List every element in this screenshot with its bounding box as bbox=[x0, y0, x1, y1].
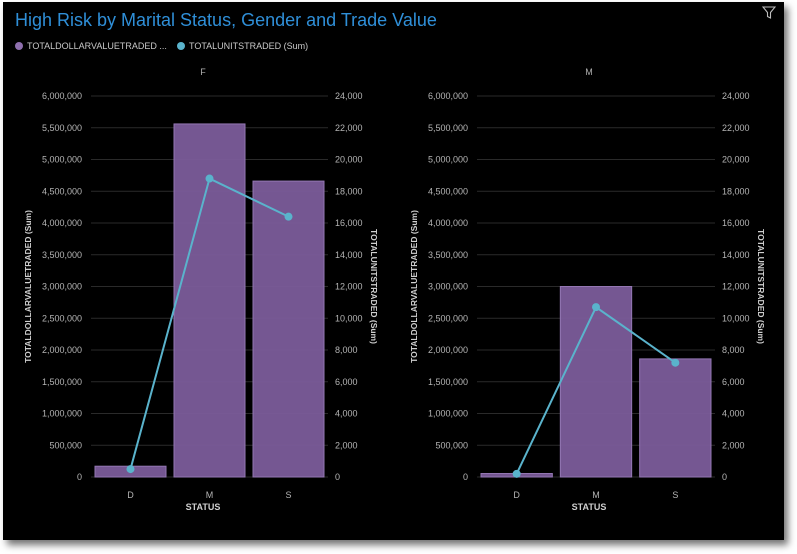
line-point-m-m bbox=[592, 303, 600, 312]
y2-tick-label: 4,000 bbox=[335, 409, 358, 419]
bar-m-s bbox=[639, 358, 712, 478]
y2-tick-label: 14,000 bbox=[335, 250, 363, 260]
y-axis-label: TOTALDOLLARVALUETRADED (Sum) bbox=[409, 210, 419, 363]
line-point-m-d bbox=[512, 469, 521, 478]
y2-tick-label: 0 bbox=[335, 472, 340, 482]
y2-tick-label: 12,000 bbox=[722, 282, 750, 292]
chart-title: High Risk by Marital Status, Gender and … bbox=[15, 10, 437, 30]
y-axis-label: TOTALDOLLARVALUETRADED (Sum) bbox=[23, 210, 33, 363]
y2-tick-label: 8,000 bbox=[722, 345, 745, 355]
filter-icon[interactable] bbox=[762, 6, 776, 20]
y-tick-label: 2,000,000 bbox=[42, 345, 82, 355]
y2-tick-label: 24,000 bbox=[335, 91, 363, 101]
panel-label-f: F bbox=[200, 67, 206, 77]
panel-label-m: M bbox=[585, 67, 593, 77]
x-tick-label: S bbox=[285, 490, 291, 500]
y2-tick-label: 2,000 bbox=[335, 440, 358, 450]
chart-canvas: F 0 0 500,000 2,000 1,000,000 4,000 1,500,000 6,… bbox=[23, 67, 766, 512]
y2-tick-label: 22,000 bbox=[335, 123, 363, 133]
y-tick-label: 1,500,000 bbox=[428, 377, 468, 387]
y2-tick-label: 6,000 bbox=[335, 377, 358, 387]
y2-tick-label: 16,000 bbox=[335, 218, 363, 228]
y2-tick-label: 10,000 bbox=[722, 313, 750, 323]
y-tick-label: 3,500,000 bbox=[42, 250, 82, 260]
y-tick-label: 3,500,000 bbox=[428, 250, 468, 260]
y2-tick-label: 20,000 bbox=[722, 155, 750, 165]
y2-tick-label: 18,000 bbox=[722, 186, 750, 196]
y-tick-label: 2,500,000 bbox=[428, 313, 468, 323]
y-tick-label: 4,500,000 bbox=[428, 186, 468, 196]
x-tick-label: S bbox=[672, 490, 678, 500]
y-tick-label: 0 bbox=[463, 472, 468, 482]
y-tick-label: 500,000 bbox=[49, 440, 82, 450]
y2-tick-label: 12,000 bbox=[335, 282, 363, 292]
y2-tick-label: 10,000 bbox=[335, 313, 363, 323]
x-axis-label: STATUS bbox=[186, 502, 221, 512]
line-point-f-s bbox=[284, 212, 293, 221]
x-tick-label: D bbox=[513, 490, 520, 500]
y2-tick-label: 0 bbox=[722, 472, 727, 482]
bar-f-s bbox=[252, 180, 325, 478]
legend-label-line: TOTALUNITSTRADED (Sum) bbox=[189, 41, 309, 51]
legend-label-bar: TOTALDOLLARVALUETRADED ... bbox=[27, 41, 167, 51]
y2-tick-label: 24,000 bbox=[722, 91, 750, 101]
y-tick-label: 4,000,000 bbox=[42, 218, 82, 228]
y-tick-label: 5,000,000 bbox=[428, 155, 468, 165]
y2-tick-label: 22,000 bbox=[722, 123, 750, 133]
y2-tick-label: 6,000 bbox=[722, 377, 745, 387]
y-tick-label: 5,500,000 bbox=[428, 123, 468, 133]
y-tick-label: 2,500,000 bbox=[42, 313, 82, 323]
bar-m-m bbox=[559, 286, 633, 478]
y-tick-label: 1,500,000 bbox=[42, 377, 82, 387]
y-tick-label: 6,000,000 bbox=[42, 91, 82, 101]
y-tick-label: 3,000,000 bbox=[428, 282, 468, 292]
y-tick-label: 4,000,000 bbox=[428, 218, 468, 228]
y-tick-label: 2,000,000 bbox=[428, 345, 468, 355]
chart-frame: High Risk by Marital Status, Gender and … bbox=[3, 2, 784, 540]
y-tick-label: 1,000,000 bbox=[42, 409, 82, 419]
y-tick-label: 1,000,000 bbox=[428, 409, 468, 419]
y2-tick-label: 8,000 bbox=[335, 345, 358, 355]
y2-tick-label: 14,000 bbox=[722, 250, 750, 260]
bar-f-m bbox=[173, 123, 246, 478]
legend-swatch-bar bbox=[15, 42, 23, 50]
y-tick-label: 6,000,000 bbox=[428, 91, 468, 101]
line-point-f-m bbox=[205, 174, 214, 183]
x-tick-label: M bbox=[592, 490, 600, 500]
y-tick-label: 5,000,000 bbox=[42, 155, 82, 165]
y-tick-label: 500,000 bbox=[435, 440, 468, 450]
legend-item-bar[interactable]: TOTALDOLLARVALUETRADED ... bbox=[15, 41, 167, 51]
y2-axis-label: TOTALUNITSTRADED (Sum) bbox=[369, 229, 379, 344]
y2-tick-label: 20,000 bbox=[335, 155, 363, 165]
y-tick-label: 0 bbox=[77, 472, 82, 482]
y2-tick-label: 2,000 bbox=[722, 440, 745, 450]
legend-item-line[interactable]: TOTALUNITSTRADED (Sum) bbox=[177, 41, 308, 51]
legend-swatch-line bbox=[177, 42, 185, 50]
x-tick-label: D bbox=[127, 490, 134, 500]
y-tick-label: 5,500,000 bbox=[42, 123, 82, 133]
line-point-m-s bbox=[671, 358, 680, 367]
y-tick-label: 4,500,000 bbox=[42, 186, 82, 196]
line-point-f-d bbox=[126, 465, 135, 474]
y2-axis-label: TOTALUNITSTRADED (Sum) bbox=[756, 229, 766, 344]
x-axis-label: STATUS bbox=[572, 502, 607, 512]
y2-tick-label: 18,000 bbox=[335, 186, 363, 196]
y2-tick-label: 4,000 bbox=[722, 409, 745, 419]
x-tick-label: M bbox=[206, 490, 214, 500]
y-tick-label: 3,000,000 bbox=[42, 282, 82, 292]
y2-tick-label: 16,000 bbox=[722, 218, 750, 228]
